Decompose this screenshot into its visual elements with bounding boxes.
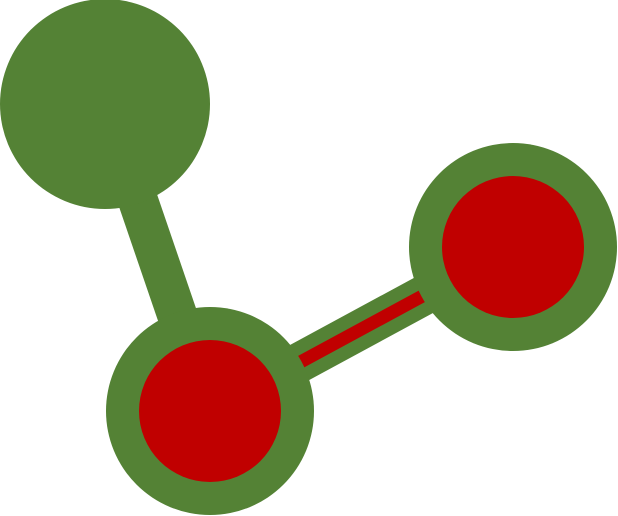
node-2 <box>106 307 314 515</box>
node-1-circle <box>0 0 210 209</box>
node-3-inner-core <box>442 176 584 318</box>
node-2-inner-core <box>139 340 281 482</box>
node-1 <box>0 0 210 209</box>
node-3 <box>409 143 617 351</box>
